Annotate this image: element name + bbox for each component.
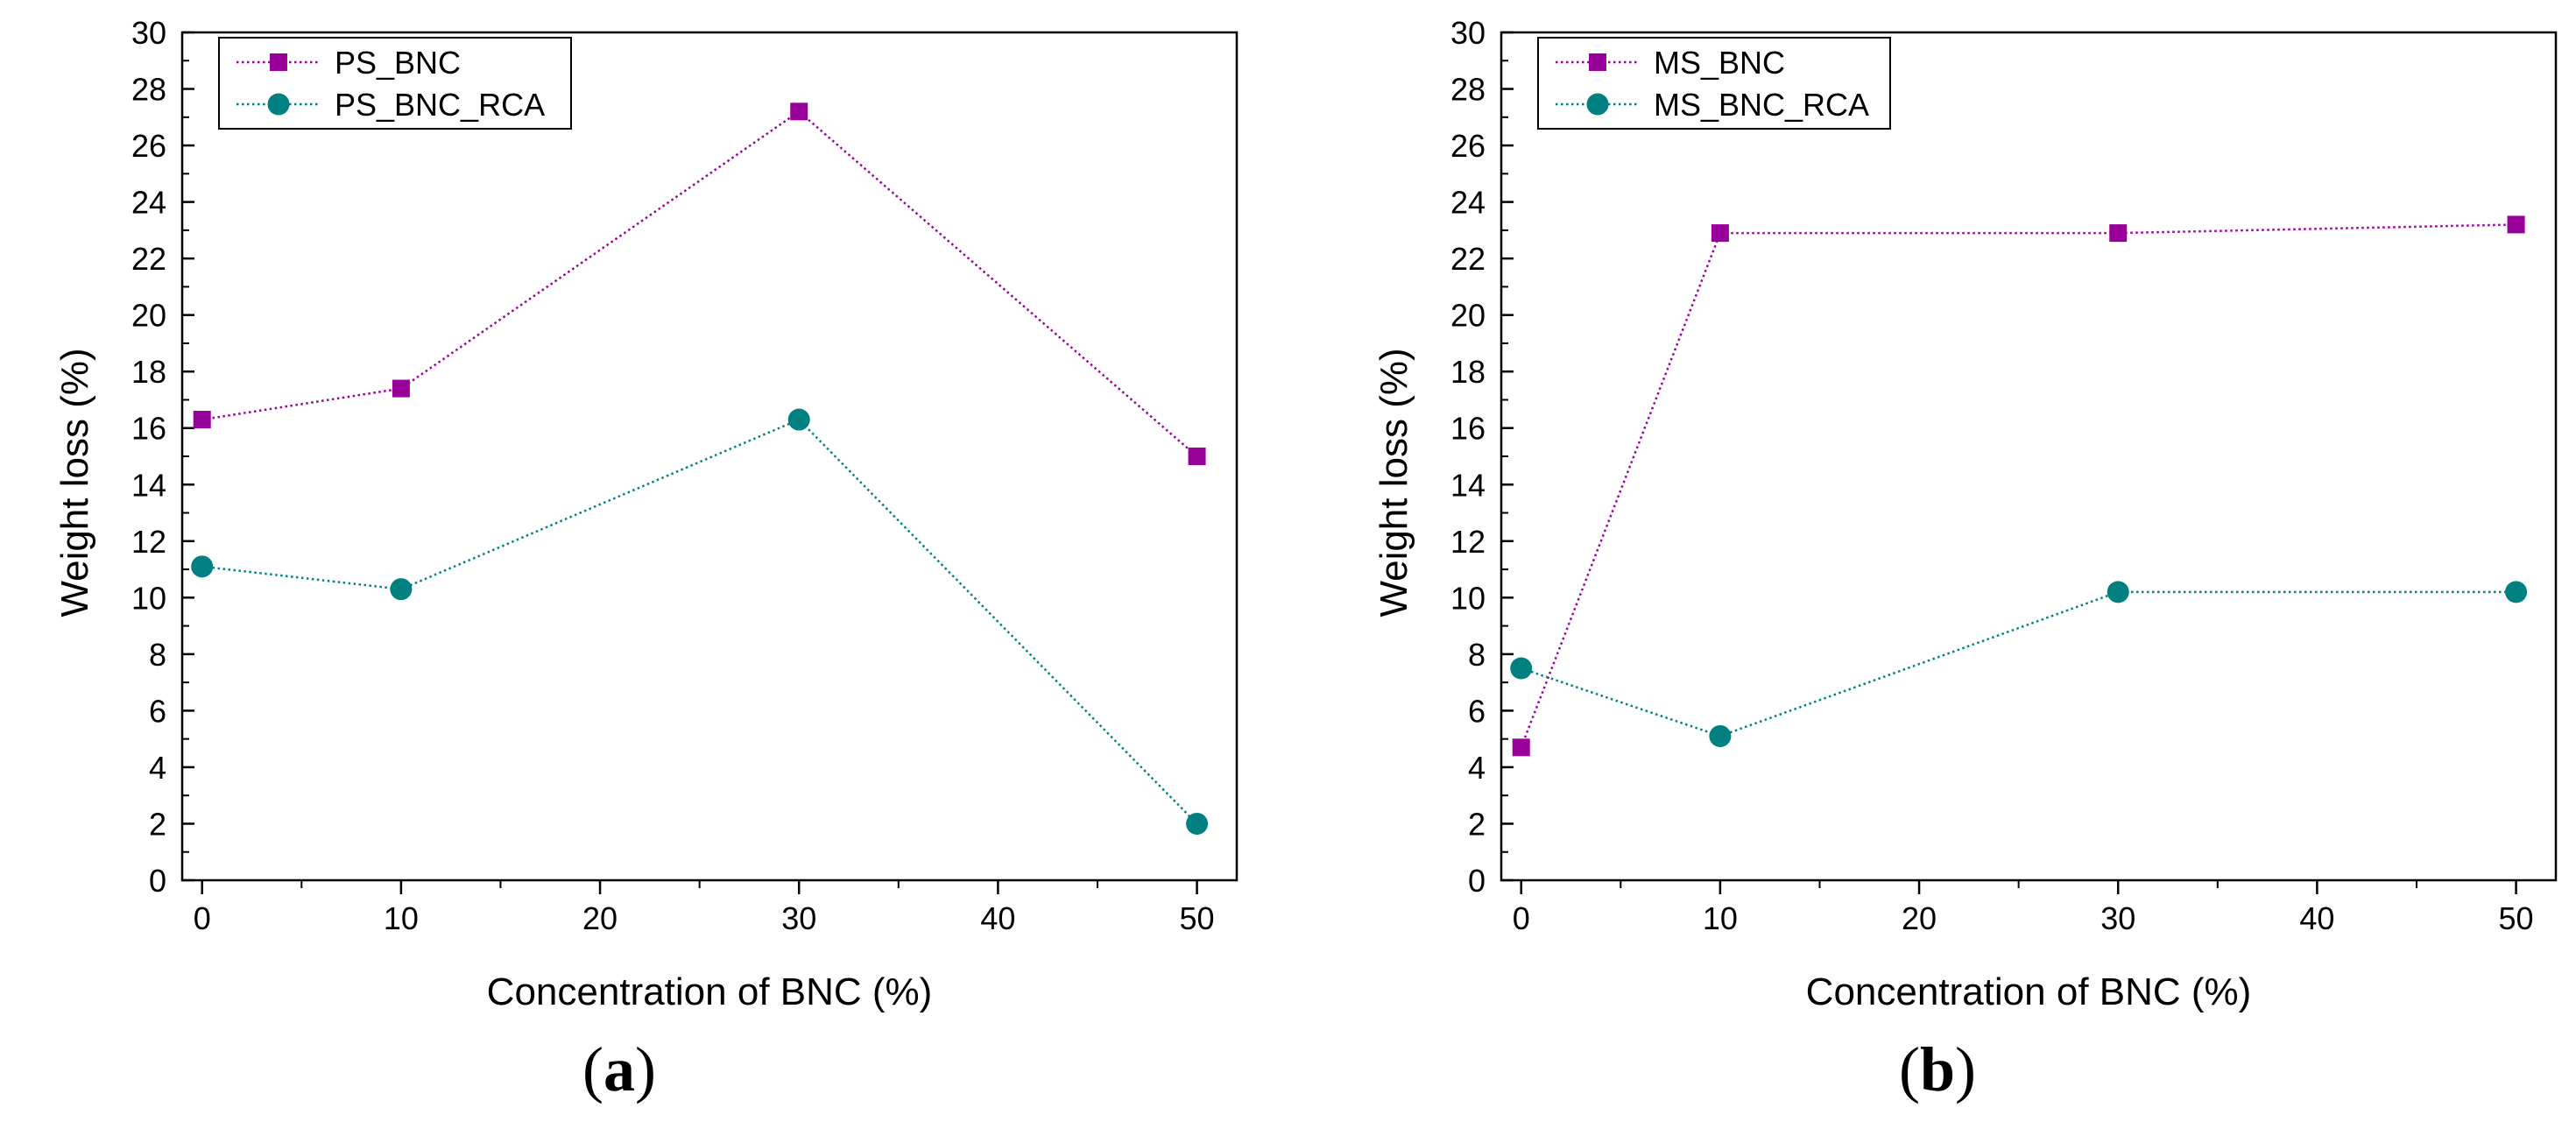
y-tick-label: 2	[149, 806, 166, 842]
series-line-MS_BNC_RCA	[1521, 590, 2516, 737]
legend-marker-MS_BNC	[1589, 53, 1606, 71]
x-tick-label: 20	[582, 900, 618, 936]
series-line-PS_BNC_RCA	[201, 418, 1198, 825]
x-tick-label: 50	[2499, 900, 2534, 936]
y-tick-label: 0	[1468, 863, 1486, 899]
y-tick-label: 2	[1468, 806, 1486, 842]
y-tick-label: 4	[149, 750, 166, 786]
legend-label-PS_BNC_RCA: PS_BNC_RCA	[335, 87, 545, 123]
plot-frame	[180, 31, 1239, 882]
y-tick-label: 12	[1450, 524, 1486, 560]
x-tick-label: 10	[1703, 900, 1738, 936]
data-point-MS_BNC_RCA	[2505, 581, 2528, 603]
x-tick-label: 10	[384, 900, 419, 936]
y-axis-label: Weight loss (%)	[1373, 348, 1415, 617]
y-tick-label: 28	[131, 72, 166, 108]
series-line-PS_BNC	[201, 109, 1198, 457]
y-tick-label: 12	[131, 524, 166, 560]
legend-label-MS_BNC_RCA: MS_BNC_RCA	[1654, 87, 1869, 123]
x-tick-label: 50	[1180, 900, 1215, 936]
x-tick-label: 30	[2100, 900, 2135, 936]
legend: PS_BNC PS_BNC_RCA	[218, 37, 572, 130]
legend: MS_BNC MS_BNC_RCA	[1537, 37, 1891, 130]
plot-frame	[1500, 31, 2558, 882]
data-point-MS_BNC	[2507, 215, 2525, 234]
y-tick-label: 6	[149, 693, 166, 729]
y-tick-label: 26	[1450, 128, 1486, 164]
data-point-PS_BNC	[392, 379, 410, 398]
legend-marker-MS_BNC_RCA	[1586, 93, 1609, 116]
data-point-MS_BNC	[1711, 224, 1729, 243]
x-axis-label: Concentration of BNC (%)	[487, 970, 933, 1013]
data-point-MS_BNC_RCA	[1709, 724, 1732, 747]
y-axis-label: Weight loss (%)	[53, 348, 96, 617]
y-tick-label: 10	[1450, 580, 1486, 616]
data-point-PS_BNC	[1188, 448, 1206, 465]
y-tick-label: 10	[131, 580, 166, 616]
legend-label-PS_BNC: PS_BNC	[335, 45, 461, 81]
x-axis-label: Concentration of BNC (%)	[1806, 970, 2252, 1013]
y-tick-label: 16	[131, 411, 166, 447]
y-tick-label: 16	[1450, 411, 1486, 447]
data-point-MS_BNC	[1512, 738, 1530, 757]
y-tick-label: 18	[131, 354, 166, 390]
y-tick-label: 20	[131, 298, 166, 334]
y-tick-label: 4	[1468, 750, 1486, 786]
y-tick-label: 30	[1450, 15, 1486, 51]
data-point-PS_BNC_RCA	[191, 555, 214, 578]
x-tick-label: 40	[980, 900, 1015, 936]
data-point-PS_BNC	[193, 411, 211, 429]
data-point-PS_BNC_RCA	[390, 578, 413, 601]
y-tick-label: 24	[1450, 185, 1486, 221]
x-tick-label: 30	[781, 900, 816, 936]
y-tick-label: 20	[1450, 298, 1486, 334]
x-tick-label: 0	[1513, 900, 1530, 936]
y-tick-label: 22	[1450, 241, 1486, 277]
y-tick-label: 8	[149, 637, 166, 673]
y-tick-label: 6	[1468, 693, 1486, 729]
y-tick-label: 30	[131, 15, 166, 51]
data-point-MS_BNC_RCA	[1510, 657, 1533, 680]
y-tick-label: 24	[131, 185, 166, 221]
y-tick-label: 22	[131, 241, 166, 277]
panel-label-b: (b)	[1899, 1034, 1977, 1104]
data-point-MS_BNC_RCA	[2107, 581, 2129, 603]
y-tick-label: 18	[1450, 354, 1486, 390]
panel-label-a: (a)	[582, 1034, 656, 1104]
y-tick-label: 8	[1468, 637, 1486, 673]
data-point-PS_BNC	[790, 102, 808, 121]
y-tick-label: 26	[131, 128, 166, 164]
y-tick-label: 0	[149, 863, 166, 899]
legend-marker-PS_BNC_RCA	[267, 93, 290, 116]
y-tick-label: 14	[131, 467, 166, 503]
legend-marker-PS_BNC	[270, 53, 287, 71]
data-point-MS_BNC	[2109, 224, 2128, 243]
x-tick-label: 40	[2299, 900, 2334, 936]
data-point-PS_BNC_RCA	[787, 408, 810, 431]
series-line-MS_BNC	[1520, 223, 2516, 748]
x-tick-label: 20	[1902, 900, 1937, 936]
data-point-PS_BNC_RCA	[1186, 812, 1209, 835]
x-tick-label: 0	[194, 900, 211, 936]
y-tick-label: 28	[1450, 72, 1486, 108]
legend-label-MS_BNC: MS_BNC	[1654, 45, 1785, 81]
y-tick-label: 14	[1450, 467, 1486, 503]
